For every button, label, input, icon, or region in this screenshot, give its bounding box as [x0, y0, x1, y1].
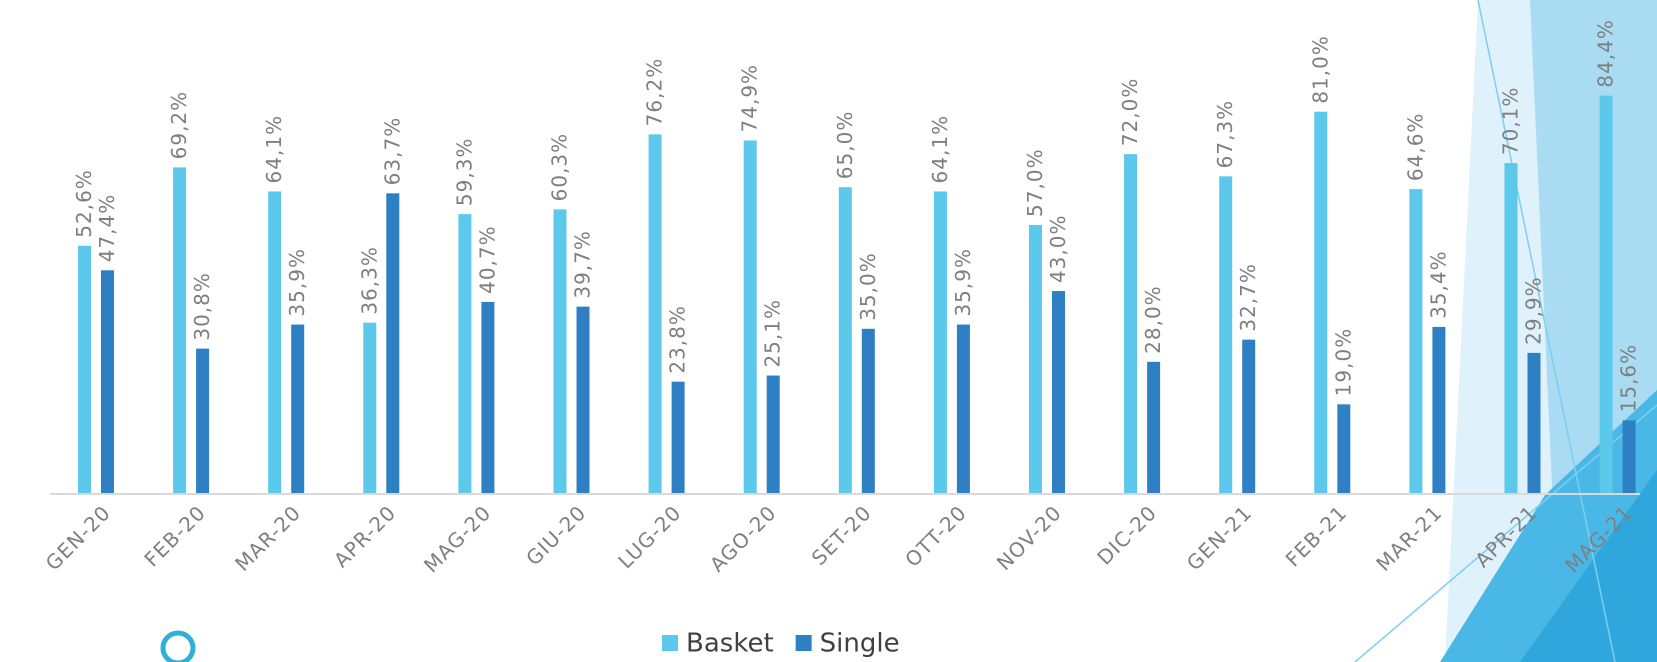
- bar: [173, 167, 187, 494]
- value-label: 15,6%: [1617, 344, 1641, 413]
- legend-swatch: [795, 635, 812, 651]
- value-label: 81,0%: [1308, 35, 1332, 104]
- bar: [956, 324, 970, 494]
- legend: Basket Single: [662, 629, 900, 659]
- x-tick-label: GEN-20: [41, 500, 116, 575]
- bar: [481, 301, 495, 494]
- bar: [458, 214, 472, 494]
- bar: [291, 324, 305, 494]
- value-label: 67,3%: [1213, 100, 1237, 169]
- value-label: 65,0%: [833, 111, 857, 180]
- bar: [838, 187, 852, 494]
- value-label: 63,7%: [380, 117, 404, 186]
- value-label: 57,0%: [1023, 148, 1047, 217]
- value-label: 40,7%: [475, 225, 499, 294]
- value-label: 23,8%: [666, 305, 690, 374]
- value-label: 28,0%: [1141, 285, 1165, 354]
- bar: [196, 348, 210, 494]
- logo-icon: [160, 630, 196, 662]
- background-shape: [1520, 470, 1657, 662]
- value-label: 74,9%: [738, 64, 762, 133]
- bar: [1219, 176, 1233, 494]
- value-label: 64,6%: [1403, 113, 1427, 182]
- value-label: 59,3%: [452, 138, 476, 207]
- bar: [268, 191, 282, 494]
- bar: [363, 322, 377, 494]
- value-label: 36,3%: [357, 246, 381, 315]
- value-label: 64,1%: [262, 115, 286, 184]
- x-tick-label: FEB-21: [1281, 500, 1352, 571]
- x-tick-label: MAR-20: [230, 500, 305, 575]
- bar: [1314, 111, 1328, 495]
- value-label: 30,8%: [190, 272, 214, 341]
- bar: [743, 140, 757, 495]
- value-label: 35,9%: [285, 248, 309, 317]
- x-tick-label: NOV-20: [992, 500, 1067, 575]
- x-tick-label: OTT-20: [900, 500, 971, 571]
- bar: [1599, 95, 1613, 495]
- bar: [1124, 154, 1138, 494]
- value-label: 69,2%: [167, 91, 191, 160]
- bar: [1147, 361, 1161, 494]
- bar: [1504, 163, 1518, 495]
- x-tick-label: AGO-20: [705, 500, 781, 576]
- bar: [1527, 352, 1541, 494]
- bar: [861, 328, 875, 494]
- x-tick-label: MAR-21: [1371, 500, 1446, 575]
- value-label: 29,9%: [1522, 276, 1546, 345]
- value-label: 32,7%: [1236, 263, 1260, 332]
- bar: [671, 381, 685, 494]
- bar: [576, 306, 590, 494]
- plot-area: 52,6% 69,2% 64,1% 36,3% 59,3% 60,3% 76,2% 74,9%…: [41, 19, 1641, 577]
- x-tick-label: FEB-20: [139, 500, 210, 571]
- x-tick-label: LUG-20: [613, 500, 686, 573]
- value-label: 60,3%: [548, 133, 572, 202]
- legend-label: Basket: [686, 629, 774, 659]
- bar: [766, 375, 780, 494]
- legend-label: Single: [820, 629, 900, 659]
- value-label: 52,6%: [72, 169, 96, 238]
- bar: [933, 191, 947, 494]
- bar: [386, 193, 400, 494]
- x-tick-label: GIU-20: [521, 500, 591, 570]
- bar: [553, 209, 567, 494]
- value-label: 43,0%: [1046, 214, 1070, 283]
- value-label: 39,7%: [571, 230, 595, 299]
- value-label: 70,1%: [1499, 87, 1523, 156]
- value-label: 72,0%: [1118, 78, 1142, 147]
- bar: [1029, 224, 1042, 494]
- value-label: 35,0%: [856, 252, 880, 321]
- x-tick-label: MAG-20: [419, 500, 496, 577]
- x-tick-label: SET-20: [807, 500, 877, 570]
- x-tick-label: DIC-20: [1092, 500, 1161, 569]
- bar: [1052, 291, 1065, 494]
- bar: [78, 245, 91, 494]
- value-label: 25,1%: [761, 299, 785, 368]
- bar: [1432, 326, 1446, 494]
- bar: [1337, 404, 1351, 494]
- bar: [648, 134, 662, 494]
- bar: [1409, 189, 1423, 494]
- bar: [101, 270, 114, 494]
- decor-line: [1477, 0, 1616, 662]
- x-tick-label: APR-20: [329, 500, 401, 572]
- x-tick-label: GEN-21: [1182, 500, 1257, 575]
- value-label: 19,0%: [1331, 328, 1355, 397]
- value-label: 35,9%: [951, 248, 975, 317]
- value-label: 47,4%: [95, 194, 119, 263]
- bar: [1622, 420, 1636, 494]
- value-label: 35,4%: [1426, 250, 1450, 319]
- value-label: 64,1%: [928, 115, 952, 184]
- legend-swatch: [662, 635, 678, 651]
- value-label: 84,4%: [1594, 19, 1618, 88]
- bar: [1242, 339, 1256, 494]
- value-label: 76,2%: [643, 58, 667, 127]
